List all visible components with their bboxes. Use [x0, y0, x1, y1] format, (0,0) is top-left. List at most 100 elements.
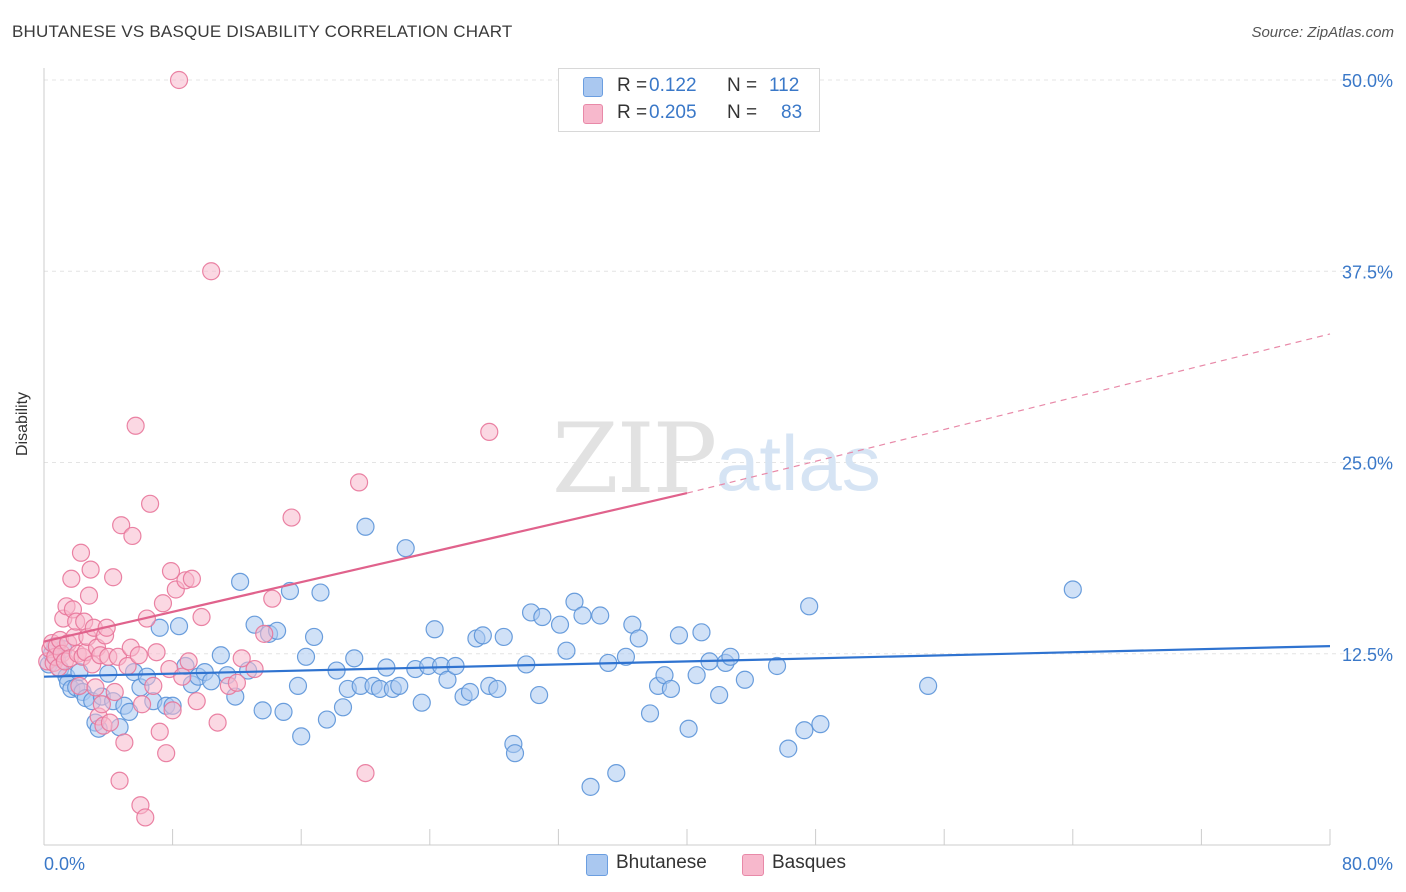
point-bhutanese [274, 702, 293, 721]
point-basques [161, 562, 181, 581]
legend-row-basques: R = 0.205 N = 83 [559, 100, 819, 126]
point-basques [105, 682, 124, 702]
legend-n-label: N = [727, 75, 758, 96]
point-bhutanese [333, 698, 353, 717]
y-tick-label: 50.0% [1342, 71, 1393, 91]
point-bhutanese [438, 670, 457, 689]
trend-lines [43, 333, 1331, 678]
point-basques [70, 676, 89, 695]
point-bhutanese [345, 649, 364, 668]
point-bhutanese [288, 676, 308, 695]
point-basques [255, 624, 274, 643]
point-bhutanese [607, 763, 626, 783]
point-bhutanese [679, 719, 698, 738]
point-basques [263, 589, 282, 608]
point-bhutanese [494, 627, 513, 647]
point-basques [140, 494, 160, 513]
legend-r-value: 0.122 [649, 75, 697, 96]
y-tick-label: 37.5% [1342, 262, 1393, 282]
point-bhutanese [292, 727, 311, 746]
point-bhutanese [616, 647, 636, 666]
point-basques [132, 695, 152, 714]
trend-line-basques-extended [686, 333, 1331, 494]
legend-swatch-basques [583, 104, 603, 124]
point-basques [349, 473, 369, 492]
point-bhutanese [530, 685, 549, 705]
point-bhutanese [735, 670, 754, 689]
point-bhutanese [231, 572, 250, 591]
point-basques [71, 543, 91, 562]
point-bhutanese [721, 647, 740, 666]
point-bhutanese [296, 647, 316, 666]
point-basques [163, 701, 182, 720]
point-basques [245, 659, 264, 679]
point-bhutanese [169, 617, 189, 636]
point-bhutanese [640, 704, 660, 723]
y-axis-label: Disability [14, 391, 31, 456]
point-bhutanese [425, 620, 444, 639]
point-bhutanese [669, 626, 689, 645]
point-basques [112, 516, 131, 535]
legend-r-value: 0.205 [649, 102, 697, 123]
point-basques [123, 526, 142, 546]
point-basques [208, 713, 227, 732]
point-bhutanese [473, 626, 492, 645]
point-bhutanese [202, 672, 221, 691]
legend-label-bhutanese: Bhutanese [616, 852, 707, 873]
point-bhutanese [356, 517, 375, 536]
point-bhutanese [390, 676, 409, 695]
point-basques [480, 422, 499, 441]
watermark-zip: ZIP [552, 403, 715, 515]
point-basques [227, 673, 246, 692]
point-bhutanese [460, 682, 480, 702]
point-bhutanese [767, 656, 787, 676]
point-bhutanese [550, 615, 570, 634]
data-points [38, 70, 1082, 827]
point-bhutanese [687, 666, 706, 685]
trend-line-bhutanese [43, 645, 1331, 678]
point-basques [62, 569, 81, 588]
point-basques [150, 722, 169, 741]
x-tick-label-max: 80.0% [1342, 854, 1393, 874]
point-bhutanese [211, 646, 230, 665]
point-bhutanese [557, 641, 576, 660]
legend-n-value: 112 [769, 75, 800, 96]
gridlines [44, 79, 1392, 655]
point-basques [115, 733, 134, 752]
point-basques [79, 586, 99, 605]
point-bhutanese [573, 606, 592, 625]
point-basques [100, 713, 120, 732]
point-bhutanese [99, 664, 118, 683]
trend-line-basques [43, 492, 688, 643]
correlation-legend: R = 0.122 N = 112 R = 0.205 N = 83 [558, 68, 820, 132]
y-tick-label: 25.0% [1342, 454, 1393, 474]
point-basques [192, 607, 211, 627]
point-basques [86, 678, 105, 697]
point-basques [153, 594, 173, 613]
point-basques [179, 652, 198, 671]
point-bhutanese [311, 583, 330, 602]
y-tick-label: 12.5% [1342, 645, 1393, 665]
point-bhutanese [800, 597, 819, 616]
point-bhutanese [779, 739, 798, 758]
point-bhutanese [661, 679, 681, 699]
point-basques [147, 643, 166, 662]
legend-r-label: R = [617, 102, 648, 123]
point-basques [157, 744, 176, 763]
legend-swatch-bhutanese [583, 77, 603, 97]
point-bhutanese [811, 715, 830, 734]
point-bhutanese [629, 629, 648, 648]
point-basques [182, 569, 201, 588]
axes [43, 68, 1331, 846]
point-basques [92, 695, 111, 714]
point-bhutanese [795, 721, 814, 740]
point-bhutanese [581, 777, 600, 796]
point-bhutanese [591, 606, 610, 625]
point-basques [232, 649, 251, 668]
point-basques [104, 568, 123, 587]
watermark-atlas: atlas [716, 419, 881, 507]
point-basques [110, 771, 129, 790]
legend-label-basques: Basques [772, 852, 846, 873]
legend-swatch-basques [742, 854, 764, 876]
